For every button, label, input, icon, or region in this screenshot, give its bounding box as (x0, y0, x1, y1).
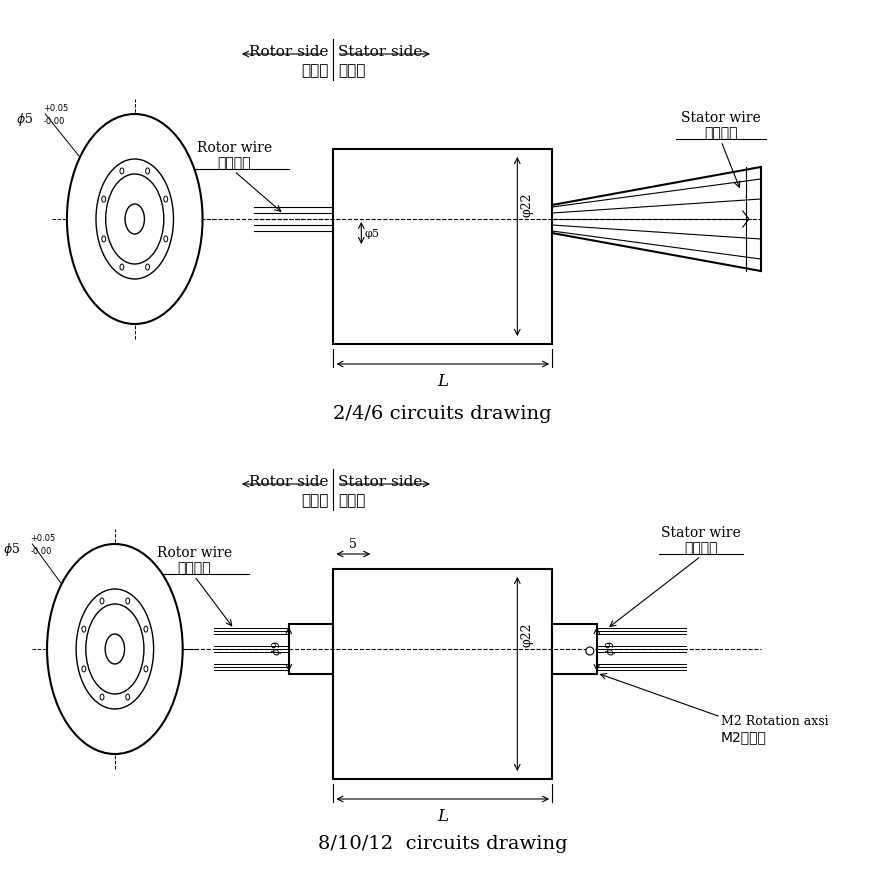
Text: φ22: φ22 (520, 622, 533, 647)
Ellipse shape (144, 627, 148, 633)
Ellipse shape (82, 667, 85, 672)
Ellipse shape (47, 544, 183, 754)
Ellipse shape (146, 265, 150, 271)
Text: 定子边: 定子边 (339, 493, 366, 507)
Text: Rotor side: Rotor side (249, 45, 328, 59)
Text: -0.00: -0.00 (43, 116, 65, 126)
Ellipse shape (120, 169, 124, 175)
Ellipse shape (164, 197, 168, 202)
Text: L: L (437, 807, 448, 824)
Ellipse shape (125, 205, 144, 235)
Ellipse shape (126, 694, 129, 700)
Text: 定子边: 定子边 (339, 63, 366, 78)
Ellipse shape (120, 265, 124, 271)
Text: M2固定孔: M2固定孔 (721, 729, 766, 743)
Ellipse shape (96, 160, 173, 280)
Ellipse shape (106, 634, 125, 664)
Text: $\phi$5: $\phi$5 (4, 541, 20, 558)
Ellipse shape (100, 694, 104, 700)
Text: $\phi$9: $\phi$9 (604, 640, 618, 655)
Text: Stator side: Stator side (339, 45, 422, 59)
Text: $\phi$9: $\phi$9 (270, 640, 283, 655)
Text: $\phi$5: $\phi$5 (16, 111, 33, 129)
Ellipse shape (67, 115, 202, 325)
Ellipse shape (126, 598, 129, 604)
Text: 2/4/6 circuits drawing: 2/4/6 circuits drawing (334, 405, 552, 422)
Text: +0.05: +0.05 (43, 104, 69, 113)
Text: M2 Rotation axsi: M2 Rotation axsi (721, 714, 829, 727)
Text: 定子出线: 定子出线 (704, 126, 737, 140)
Ellipse shape (144, 667, 148, 672)
Text: 转子边: 转子边 (301, 493, 328, 507)
Bar (552, 624, 597, 674)
Text: 定子出线: 定子出线 (685, 541, 718, 554)
Text: L: L (437, 373, 448, 389)
Text: 转子出线: 转子出线 (217, 156, 251, 169)
Text: φ5: φ5 (364, 229, 379, 239)
Text: Stator wire: Stator wire (661, 526, 741, 540)
Text: 转子出线: 转子出线 (178, 561, 211, 574)
Text: Stator wire: Stator wire (681, 111, 761, 125)
Ellipse shape (102, 236, 106, 242)
Text: 转子边: 转子边 (301, 63, 328, 78)
Bar (334, 569, 552, 779)
Ellipse shape (100, 598, 104, 604)
Text: φ22: φ22 (520, 193, 533, 217)
Ellipse shape (106, 175, 164, 265)
Text: 8/10/12  circuits drawing: 8/10/12 circuits drawing (318, 834, 568, 852)
Text: Rotor side: Rotor side (249, 474, 328, 488)
Bar (289, 624, 334, 674)
Ellipse shape (82, 627, 85, 633)
Text: 5: 5 (349, 537, 357, 550)
Text: Stator side: Stator side (339, 474, 422, 488)
Text: Rotor wire: Rotor wire (196, 141, 272, 155)
Ellipse shape (146, 169, 150, 175)
Ellipse shape (85, 604, 144, 694)
Text: +0.05: +0.05 (31, 534, 55, 542)
Text: Rotor wire: Rotor wire (157, 546, 232, 560)
Bar (334, 149, 552, 345)
Text: -0.00: -0.00 (31, 547, 52, 555)
Ellipse shape (586, 647, 594, 655)
Ellipse shape (164, 236, 168, 242)
Ellipse shape (76, 589, 154, 709)
Ellipse shape (102, 197, 106, 202)
